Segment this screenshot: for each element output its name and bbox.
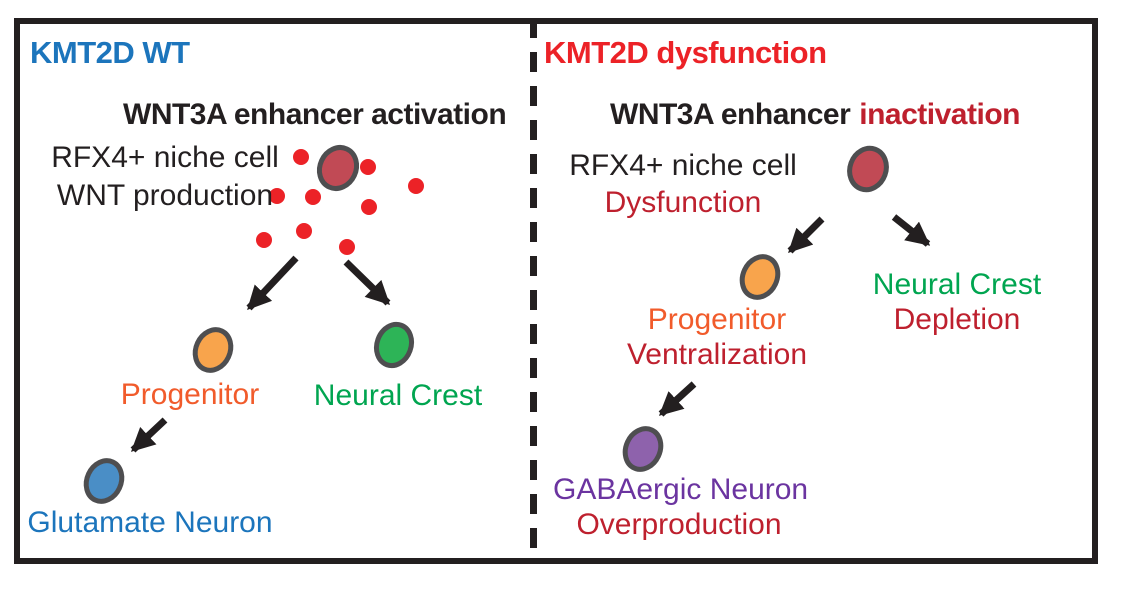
right-progenitor-label: Progenitor xyxy=(647,303,787,336)
right-progenitor-status-label: Ventralization xyxy=(626,338,808,371)
right-neural-crest-status-label: Depletion xyxy=(893,303,1021,336)
right-heading: WNT3A enhancer inactivation xyxy=(610,99,1020,131)
figure-border xyxy=(14,18,1098,564)
right-niche-status-label: Dysfunction xyxy=(604,186,762,219)
left-condition-title: KMT2D WT xyxy=(30,35,190,70)
right-neural-crest-label: Neural Crest xyxy=(872,268,1042,301)
left-glutamate-neuron-label: Glutamate Neuron xyxy=(27,506,273,539)
left-neural-crest-label: Neural Crest xyxy=(313,379,483,412)
left-niche-label-line1: RFX4+ niche cell xyxy=(51,141,279,174)
right-heading-emphasis: inactivation xyxy=(859,98,1020,131)
right-heading-prefix: WNT3A enhancer xyxy=(610,98,851,131)
left-heading: WNT3A enhancer activation xyxy=(123,98,507,131)
right-condition-title: KMT2D dysfunction xyxy=(544,35,827,70)
right-gaba-neuron-label: GABAergic Neuron xyxy=(553,473,809,506)
left-progenitor-label: Progenitor xyxy=(120,378,260,411)
panel-divider-dashed-line xyxy=(530,18,537,564)
right-gaba-status-label: Overproduction xyxy=(576,508,782,541)
right-niche-label-line1: RFX4+ niche cell xyxy=(569,149,797,182)
left-niche-label-line2: WNT production xyxy=(56,179,274,212)
